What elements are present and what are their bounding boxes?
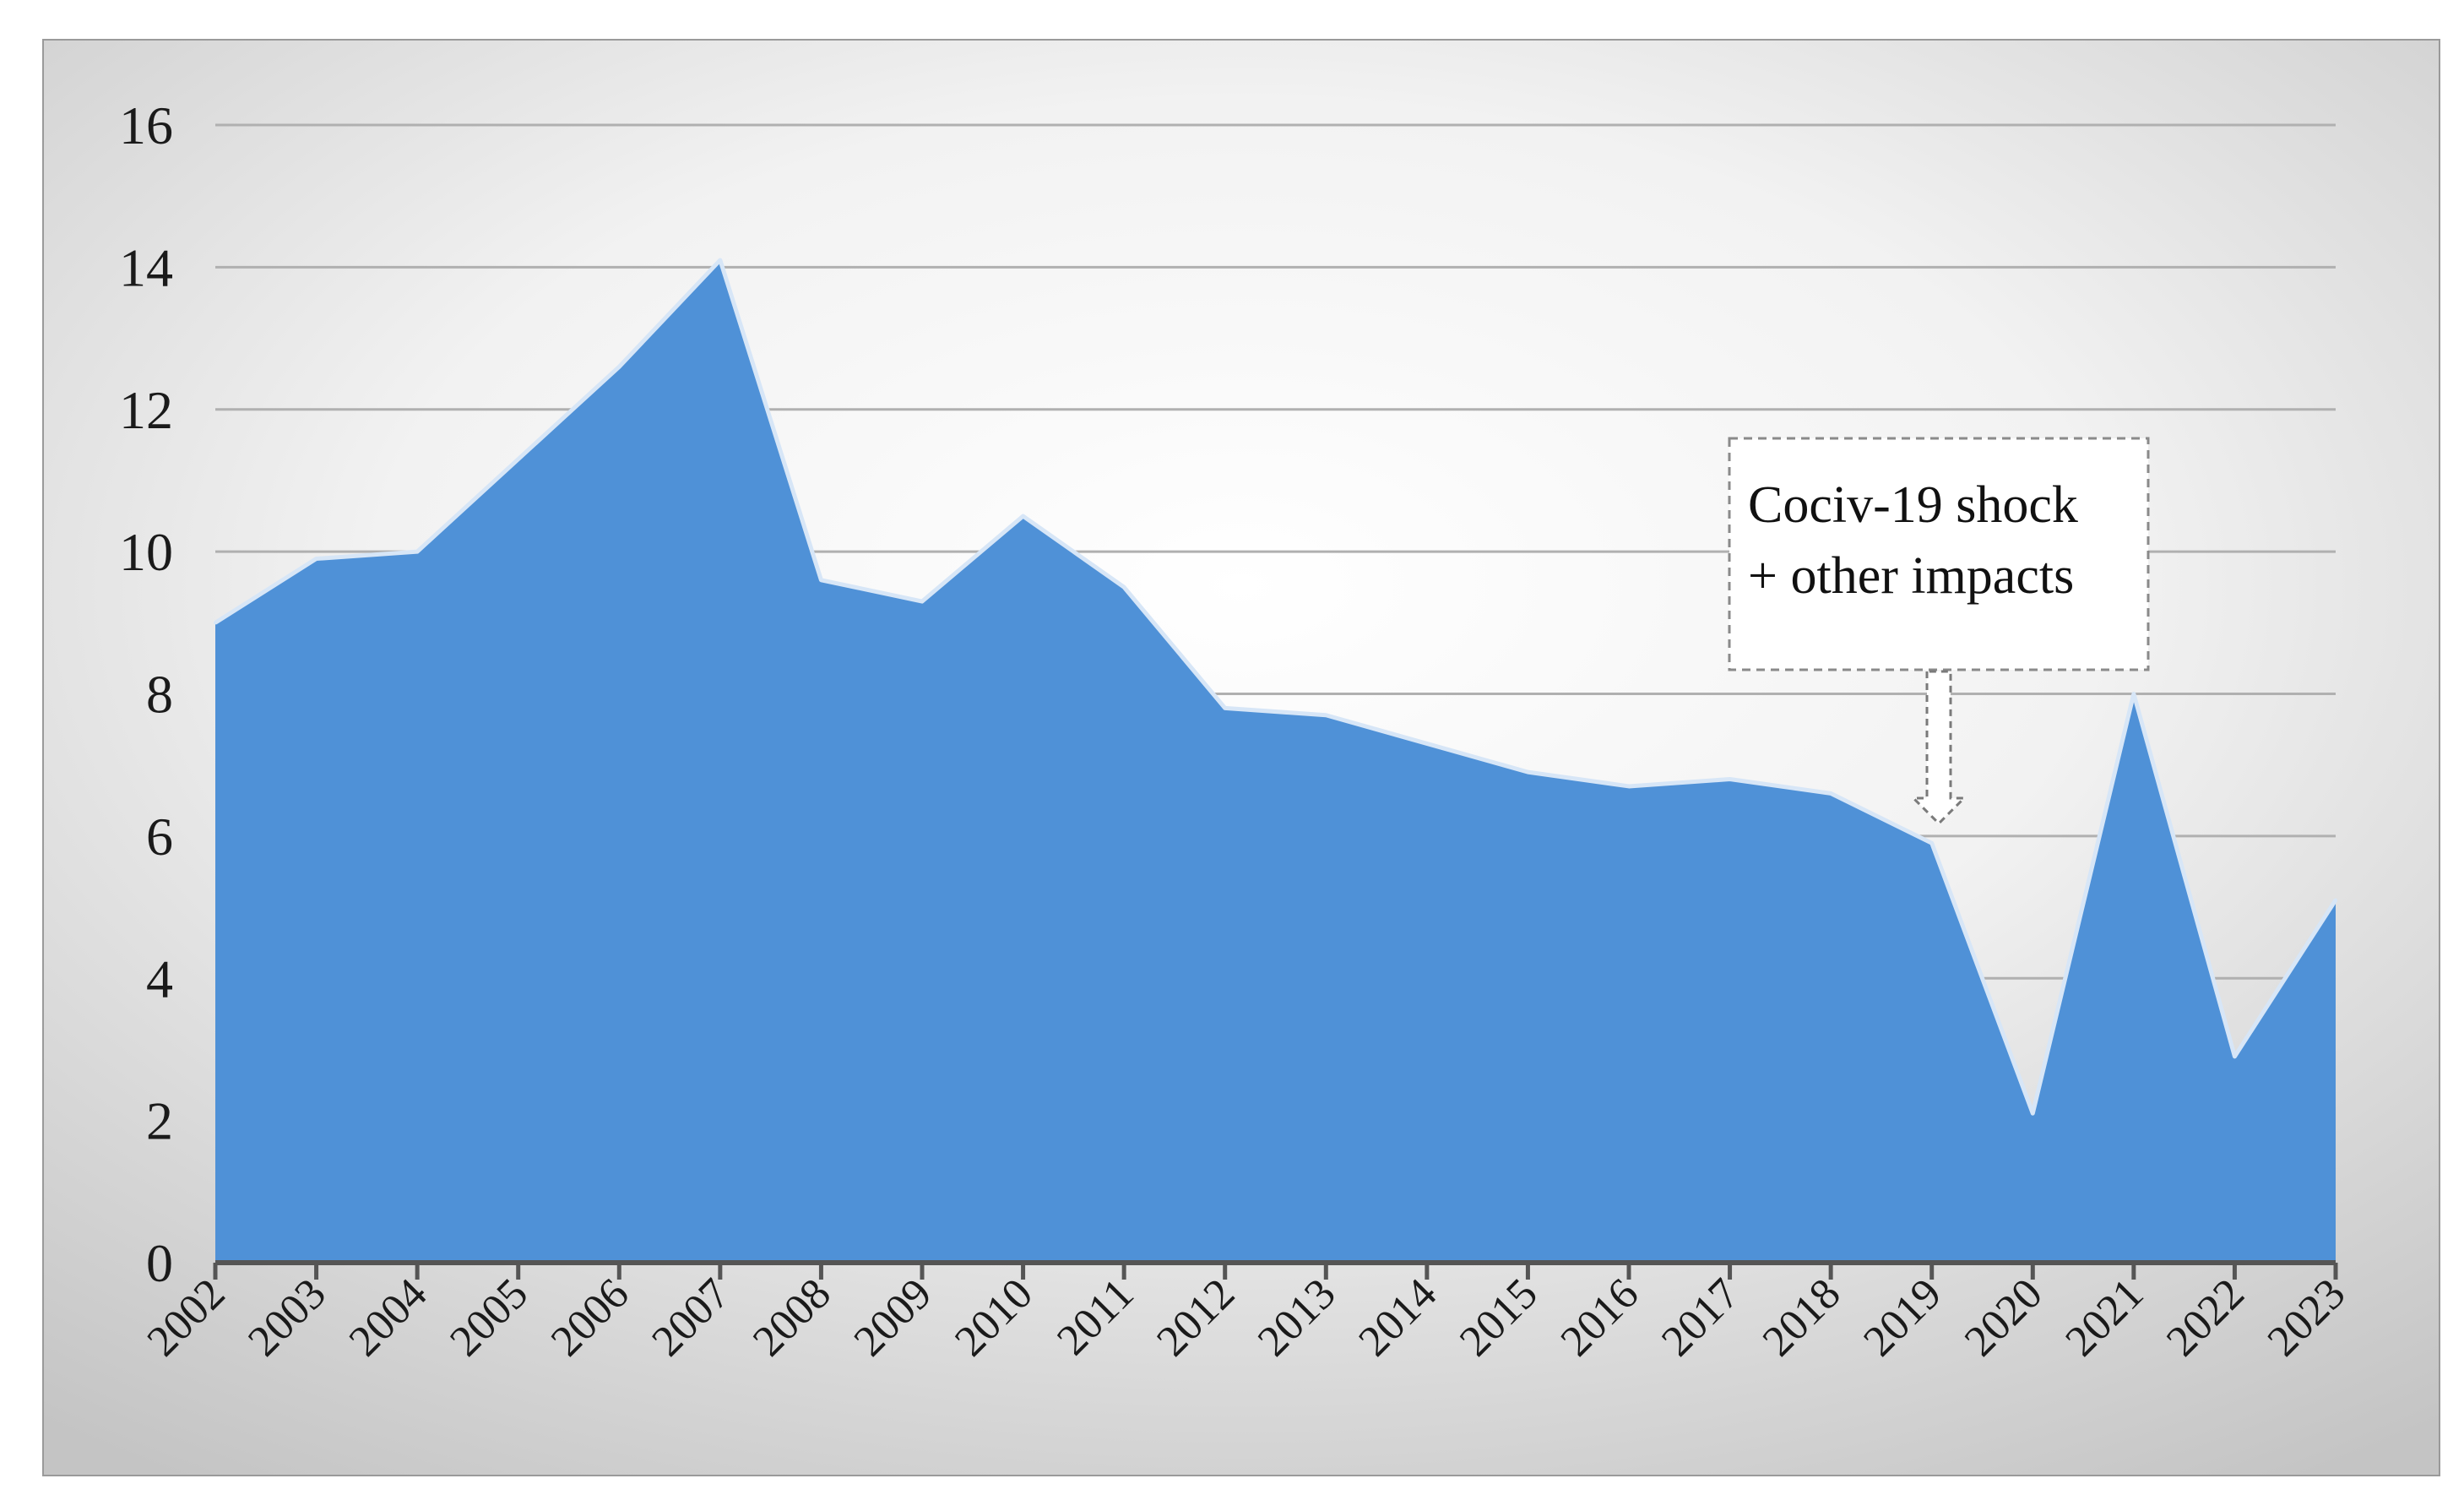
data-point xyxy=(920,600,924,604)
y-tick-label: 16 xyxy=(119,95,173,155)
data-point xyxy=(2031,1112,2035,1116)
y-axis-ticks: 0 2 4 6 8 10 12 14 16 xyxy=(119,95,173,1293)
x-tick-label: 2016 xyxy=(1552,1269,1648,1366)
y-tick-label: 14 xyxy=(119,237,173,297)
x-tick-label: 2005 xyxy=(441,1269,537,1366)
x-tick-label: 2015 xyxy=(1451,1269,1547,1366)
data-point xyxy=(1021,514,1025,519)
data-point xyxy=(2131,692,2136,696)
x-tick-label: 2020 xyxy=(1956,1269,2052,1366)
data-point xyxy=(1728,777,1732,781)
area-edge-line xyxy=(214,258,2338,1116)
x-tick-label: 2023 xyxy=(2259,1269,2355,1366)
x-tick-label: 2009 xyxy=(845,1269,942,1366)
data-point xyxy=(1223,706,1227,710)
annotation-callout: Cociv-19 shock + other impacts xyxy=(1728,437,2150,826)
x-tick-label: 2010 xyxy=(946,1269,1042,1366)
x-axis xyxy=(213,1260,2338,1280)
x-tick-label: 2022 xyxy=(2157,1269,2254,1366)
annotation-arrow-icon xyxy=(1910,670,1967,826)
y-tick-label: 12 xyxy=(119,380,173,440)
x-tick-label: 2018 xyxy=(1754,1269,1850,1366)
data-point xyxy=(214,621,217,625)
y-tick-label: 2 xyxy=(146,1091,173,1151)
x-tick-label: 2019 xyxy=(1854,1269,1951,1366)
data-point xyxy=(1324,713,1328,717)
x-tick-label: 2021 xyxy=(2056,1269,2152,1366)
data-point xyxy=(314,557,318,561)
x-tick-label: 2011 xyxy=(1048,1269,1142,1364)
annotation-line2: + other impacts xyxy=(1748,547,2074,605)
x-axis-ticks: 2002 2003 2004 2005 2006 2007 2008 2009 2010 2011… xyxy=(138,1269,2355,1366)
x-tick-label: 2013 xyxy=(1249,1269,1345,1366)
x-tick-label: 2008 xyxy=(744,1269,840,1366)
x-tick-label: 2007 xyxy=(643,1269,739,1366)
y-tick-label: 6 xyxy=(146,807,173,867)
data-point xyxy=(1627,784,1631,788)
data-point xyxy=(718,258,722,262)
y-tick-label: 0 xyxy=(146,1233,173,1293)
data-point xyxy=(1425,742,1429,746)
data-point xyxy=(2233,1054,2237,1058)
x-tick-label: 2012 xyxy=(1148,1269,1244,1366)
data-point xyxy=(2334,898,2337,902)
data-point xyxy=(1829,791,1833,796)
x-tick-label: 2014 xyxy=(1349,1269,1446,1366)
y-tick-label: 10 xyxy=(119,522,173,582)
area-fill xyxy=(215,259,2336,1263)
annotation-line1: Cociv-19 shock xyxy=(1748,476,2078,534)
data-point xyxy=(1526,770,1530,775)
area-series xyxy=(214,258,2338,1263)
x-tick-label: 2003 xyxy=(239,1269,335,1366)
data-point xyxy=(415,550,420,554)
y-tick-label: 8 xyxy=(146,665,173,725)
data-point xyxy=(819,578,823,582)
x-tick-label: 2006 xyxy=(542,1269,638,1366)
data-point xyxy=(617,365,621,369)
annotation-box xyxy=(1728,437,2150,671)
data-point xyxy=(516,457,520,461)
data-point xyxy=(1929,841,1934,845)
x-tick-label: 2004 xyxy=(340,1269,437,1366)
x-tick-label: 2017 xyxy=(1653,1269,1749,1366)
y-tick-label: 4 xyxy=(146,948,173,1008)
data-point xyxy=(1122,585,1126,590)
